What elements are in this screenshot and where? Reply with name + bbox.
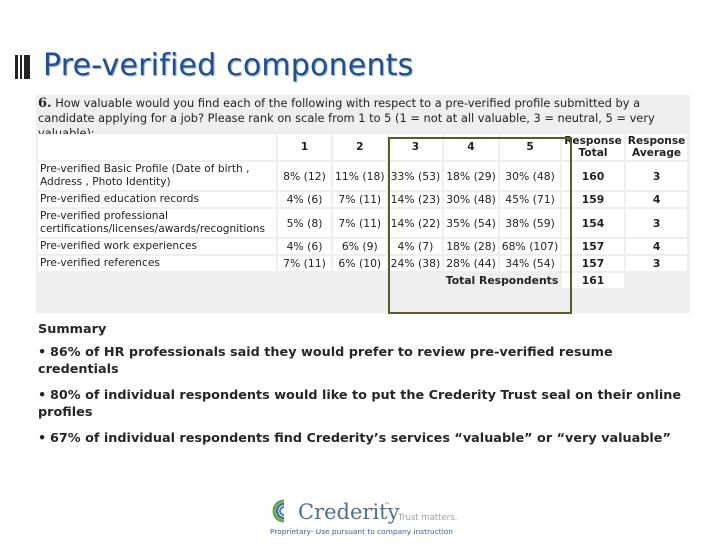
- cell-4: 28% (44): [444, 256, 498, 271]
- question-number: 6.: [38, 96, 52, 111]
- summary-bullet-text: 86% of HR professionals said they would …: [38, 345, 613, 377]
- header-1: 1: [278, 134, 331, 160]
- slide-title: Pre-verified components: [43, 48, 414, 83]
- cell-2: 6% (9): [333, 239, 387, 254]
- cell-total: 154: [562, 209, 624, 237]
- summary-section: Summary • 86% of HR professionals said th…: [38, 322, 688, 456]
- survey-results-panel: 6. How valuable would you find each of t…: [36, 95, 690, 313]
- cell-1: 4% (6): [278, 192, 331, 207]
- header-response-average: Response Average: [625, 134, 688, 160]
- cell-4: 35% (54): [444, 209, 498, 237]
- cell-average: 3: [625, 256, 688, 271]
- cell-2: 11% (18): [333, 162, 387, 190]
- summary-bullet: • 86% of HR professionals said they would…: [38, 344, 688, 378]
- cell-3: 14% (22): [388, 209, 443, 237]
- cell-3: 4% (7): [388, 239, 443, 254]
- cell-5: 68% (107): [499, 239, 561, 254]
- bullet-icon: •: [38, 388, 47, 403]
- proprietary-notice: Proprietary- Use pursuant to company ins…: [270, 527, 453, 536]
- total-respondents-blank: [626, 273, 688, 288]
- cell-total: 159: [562, 192, 624, 207]
- header-response-total: Response Total: [562, 134, 624, 160]
- header-3: 3: [388, 134, 443, 160]
- total-respondents-value: 161: [562, 273, 624, 288]
- table-row: Pre-verified professional certifications…: [38, 209, 688, 237]
- table-row: Pre-verified work experiences 4% (6) 6% …: [38, 239, 688, 254]
- cell-total: 157: [562, 239, 624, 254]
- cell-1: 8% (12): [278, 162, 331, 190]
- row-label: Pre-verified education records: [38, 192, 276, 207]
- cell-4: 30% (48): [444, 192, 498, 207]
- bullet-icon: •: [38, 345, 47, 360]
- logo-tagline: Trust matters.: [398, 513, 458, 523]
- cell-5: 30% (48): [499, 162, 561, 190]
- survey-question: 6. How valuable would you find each of t…: [36, 95, 690, 142]
- table-row: Pre-verified education records 4% (6) 7%…: [38, 192, 688, 207]
- title-bar-decoration: [15, 55, 33, 79]
- header-blank: [38, 134, 276, 160]
- cell-average: 4: [625, 192, 688, 207]
- question-text: How valuable would you find each of the …: [38, 96, 655, 140]
- cell-total: 157: [562, 256, 624, 271]
- cell-average: 3: [625, 209, 688, 237]
- logo-wordmark: Crederity: [298, 500, 400, 524]
- row-label: Pre-verified work experiences: [38, 239, 276, 254]
- cell-4: 18% (28): [444, 239, 498, 254]
- header-2: 2: [333, 134, 387, 160]
- table-header-row: 1 2 3 4 5 Response Total Response Averag…: [38, 134, 688, 160]
- row-label: Pre-verified references: [38, 256, 276, 271]
- cell-5: 38% (59): [499, 209, 561, 237]
- cell-3: 24% (38): [388, 256, 443, 271]
- cell-1: 5% (8): [278, 209, 331, 237]
- total-respondents-row: Total Respondents 161: [38, 273, 687, 288]
- cell-4: 18% (29): [444, 162, 498, 190]
- row-label: Pre-verified professional certifications…: [38, 209, 276, 237]
- cell-5: 34% (54): [499, 256, 561, 271]
- summary-heading: Summary: [38, 322, 107, 337]
- results-table: 1 2 3 4 5 Response Total Response Averag…: [36, 132, 689, 290]
- summary-bullet: • 80% of individual respondents would lik…: [38, 387, 688, 421]
- header-4: 4: [444, 134, 498, 160]
- cell-2: 7% (11): [333, 192, 387, 207]
- summary-bullet-text: 67% of individual respondents find Crede…: [50, 431, 671, 446]
- table-row: Pre-verified Basic Profile (Date of birt…: [38, 162, 688, 190]
- cell-1: 4% (6): [278, 239, 331, 254]
- cell-3: 33% (53): [388, 162, 443, 190]
- table-row: Pre-verified references 7% (11) 6% (10) …: [38, 256, 688, 271]
- cell-3: 14% (23): [388, 192, 443, 207]
- cell-1: 7% (11): [278, 256, 331, 271]
- cell-average: 4: [625, 239, 688, 254]
- cell-5: 45% (71): [499, 192, 561, 207]
- header-5: 5: [499, 134, 561, 160]
- cell-total: 160: [562, 162, 624, 190]
- summary-bullet: • 67% of individual respondents find Cred…: [38, 430, 688, 447]
- logo-trademark: ™: [384, 502, 390, 509]
- cell-average: 3: [625, 162, 688, 190]
- summary-bullet-text: 80% of individual respondents would like…: [38, 388, 682, 420]
- footer: Crederity ™ Trust matters. Proprietary- …: [0, 498, 728, 546]
- bullet-icon: •: [38, 431, 47, 446]
- total-respondents-label: Total Respondents: [445, 274, 559, 287]
- cell-2: 6% (10): [333, 256, 387, 271]
- cell-2: 7% (11): [333, 209, 387, 237]
- row-label: Pre-verified Basic Profile (Date of birt…: [38, 162, 276, 190]
- crederity-logo-icon: [272, 499, 285, 523]
